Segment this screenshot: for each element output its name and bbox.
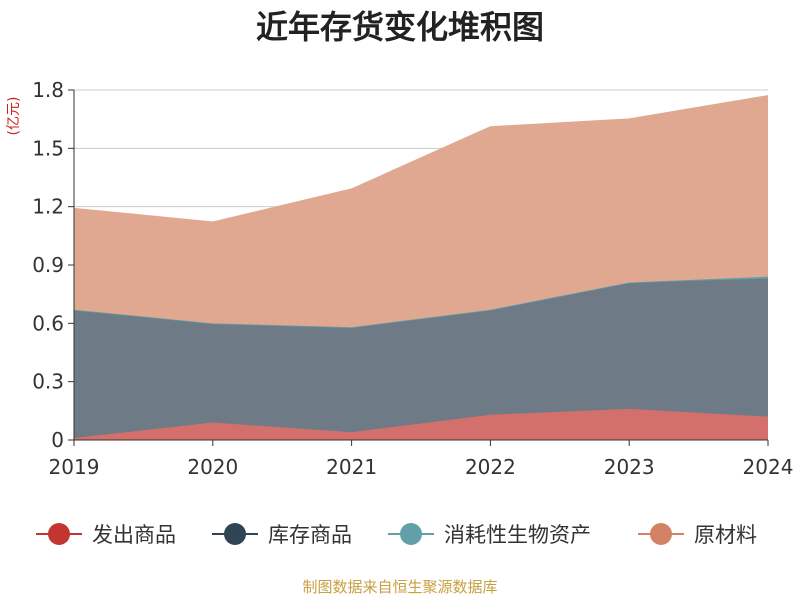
legend-label: 发出商品 [92,523,176,547]
y-unit-label: (亿元) [6,97,22,136]
y-tick-label: 1.2 [32,195,64,219]
legend-label: 消耗性生物资产 [444,523,591,547]
y-tick-label: 0.6 [32,311,64,335]
legend-label: 原材料 [694,523,757,547]
area-layer [73,95,769,440]
legend-marker-1 [224,523,246,545]
area-series-1 [74,278,768,439]
legend-marker-2 [400,523,422,545]
y-tick-label: 1.5 [32,136,64,160]
axes: 0 0.3 0.6 0.9 1.2 1.5 1.8 2019 2020 2021 2022 2023 2… [6,78,793,479]
y-tick-label: 1.8 [32,78,64,102]
x-tick-label: 2020 [187,455,238,479]
x-tick-label: 2019 [49,455,100,479]
y-tick-label: 0 [51,428,64,452]
area-line-series-3 [73,95,769,223]
x-tick-label: 2024 [743,455,794,479]
x-tick-label: 2023 [604,455,655,479]
y-tick-label: 0.3 [32,370,64,394]
legend-marker-0 [48,523,70,545]
legend: 发出商品 库存商品 消耗性生物资产 原材料 [36,523,757,547]
y-tick-label: 0.9 [32,253,64,277]
source-note: 制图数据来自恒生聚源数据库 [302,578,498,596]
x-tick-label: 2022 [465,455,516,479]
area-series-3 [74,95,768,328]
area-series-0 [74,408,768,440]
chart-title: 近年存货变化堆积图 [255,8,544,46]
legend-marker-3 [650,523,672,545]
legend-label: 库存商品 [268,523,352,547]
x-tick-label: 2021 [326,455,377,479]
